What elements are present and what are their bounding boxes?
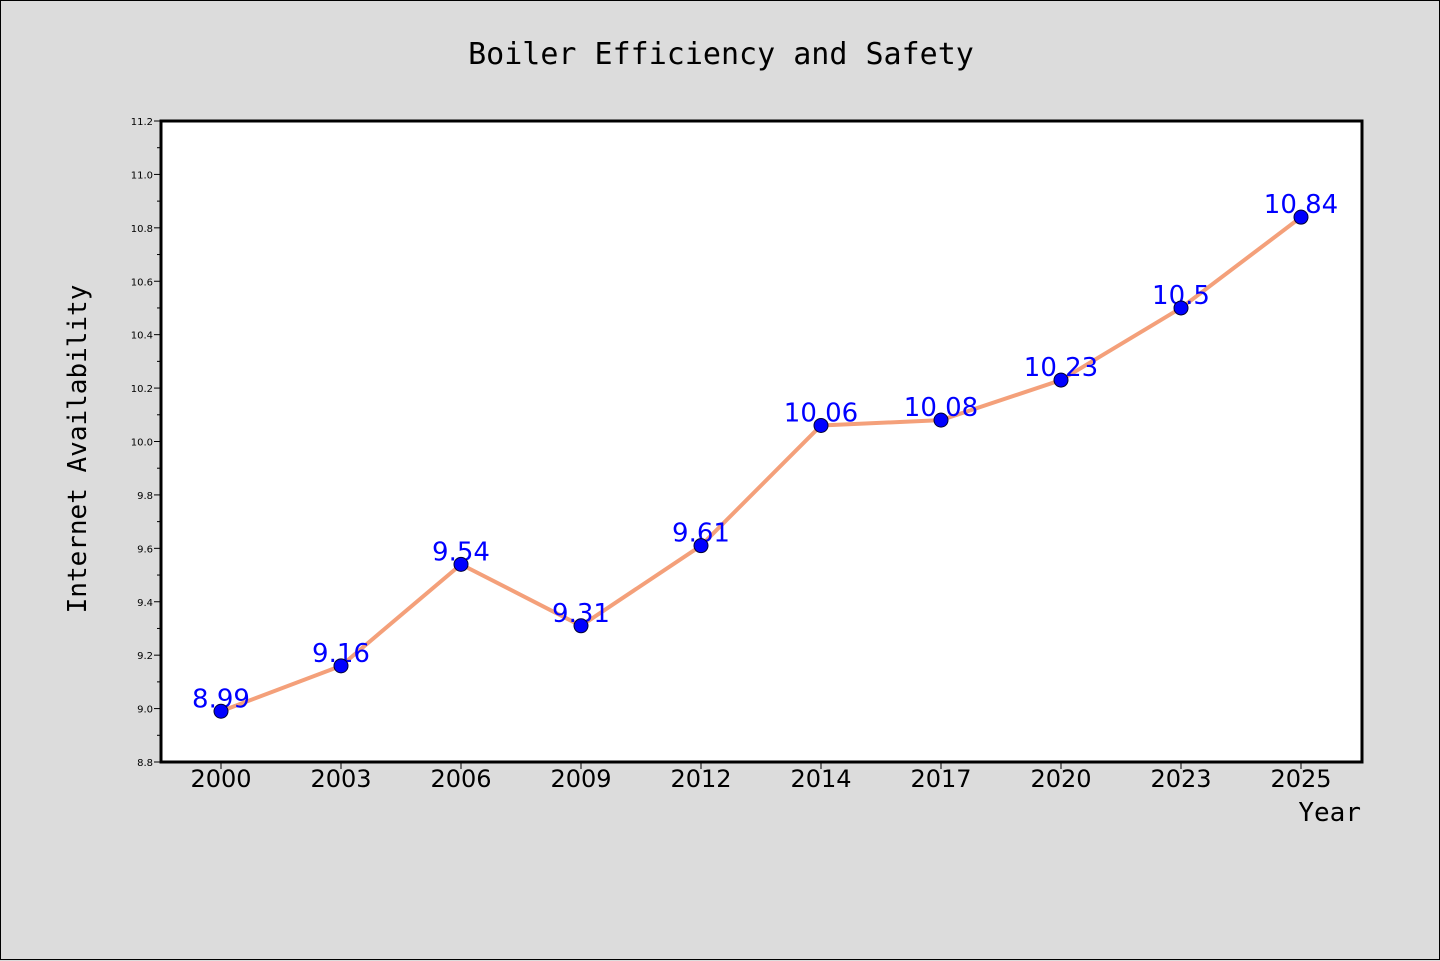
x-tick-label: 2000 bbox=[190, 765, 251, 793]
x-axis-ticks: 2000 2003 2006 2009 2012 2014 2017 2020 2023 2025 bbox=[190, 762, 1332, 793]
y-tick-label: 10.8 bbox=[131, 224, 153, 235]
y-tick-label: 11.0 bbox=[131, 170, 153, 181]
x-tick-label: 2023 bbox=[1150, 765, 1211, 793]
y-tick-label: 9.4 bbox=[137, 598, 153, 609]
x-tick-label: 2017 bbox=[910, 765, 971, 793]
x-tick-label: 2006 bbox=[430, 765, 491, 793]
y-tick-label: 10.0 bbox=[131, 438, 153, 449]
x-tick-label: 2009 bbox=[550, 765, 611, 793]
y-tick-label: 9.8 bbox=[137, 491, 153, 502]
y-tick-label: 10.4 bbox=[131, 331, 153, 342]
data-point bbox=[453, 556, 469, 572]
x-tick-label: 2014 bbox=[790, 765, 851, 793]
data-point bbox=[573, 618, 589, 634]
data-point bbox=[333, 658, 349, 674]
series-line bbox=[220, 215, 1303, 714]
data-point bbox=[1053, 372, 1069, 388]
data-point bbox=[693, 538, 709, 554]
data-point bbox=[1293, 209, 1309, 225]
y-tick-label: 9.2 bbox=[137, 651, 153, 662]
y-tick-label: 9.6 bbox=[137, 544, 153, 555]
y-tick-label: 10.6 bbox=[131, 277, 153, 288]
chart-title: Boiler Efficiency and Safety bbox=[468, 37, 974, 72]
y-tick-label: 9.0 bbox=[137, 705, 153, 716]
y-axis-ticks: 8.8 9.0 9.2 9.4 9.6 9.8 10.0 10.2 10.4 10.6 10.8 11… bbox=[131, 117, 161, 769]
x-tick-label: 2012 bbox=[670, 765, 731, 793]
x-tick-label: 2020 bbox=[1030, 765, 1091, 793]
x-tick-label: 2003 bbox=[310, 765, 371, 793]
data-point bbox=[813, 417, 829, 433]
y-tick-label: 8.8 bbox=[137, 758, 153, 769]
plot-area bbox=[159, 119, 1364, 764]
x-axis-label: Year bbox=[1298, 798, 1361, 828]
data-point bbox=[213, 703, 229, 719]
x-tick-label: 2025 bbox=[1270, 765, 1331, 793]
data-point bbox=[933, 412, 949, 428]
y-tick-label: 11.2 bbox=[131, 117, 153, 128]
y-axis-label: Internet Availability bbox=[63, 285, 93, 614]
data-point bbox=[1173, 300, 1189, 316]
y-tick-label: 10.2 bbox=[131, 384, 153, 395]
